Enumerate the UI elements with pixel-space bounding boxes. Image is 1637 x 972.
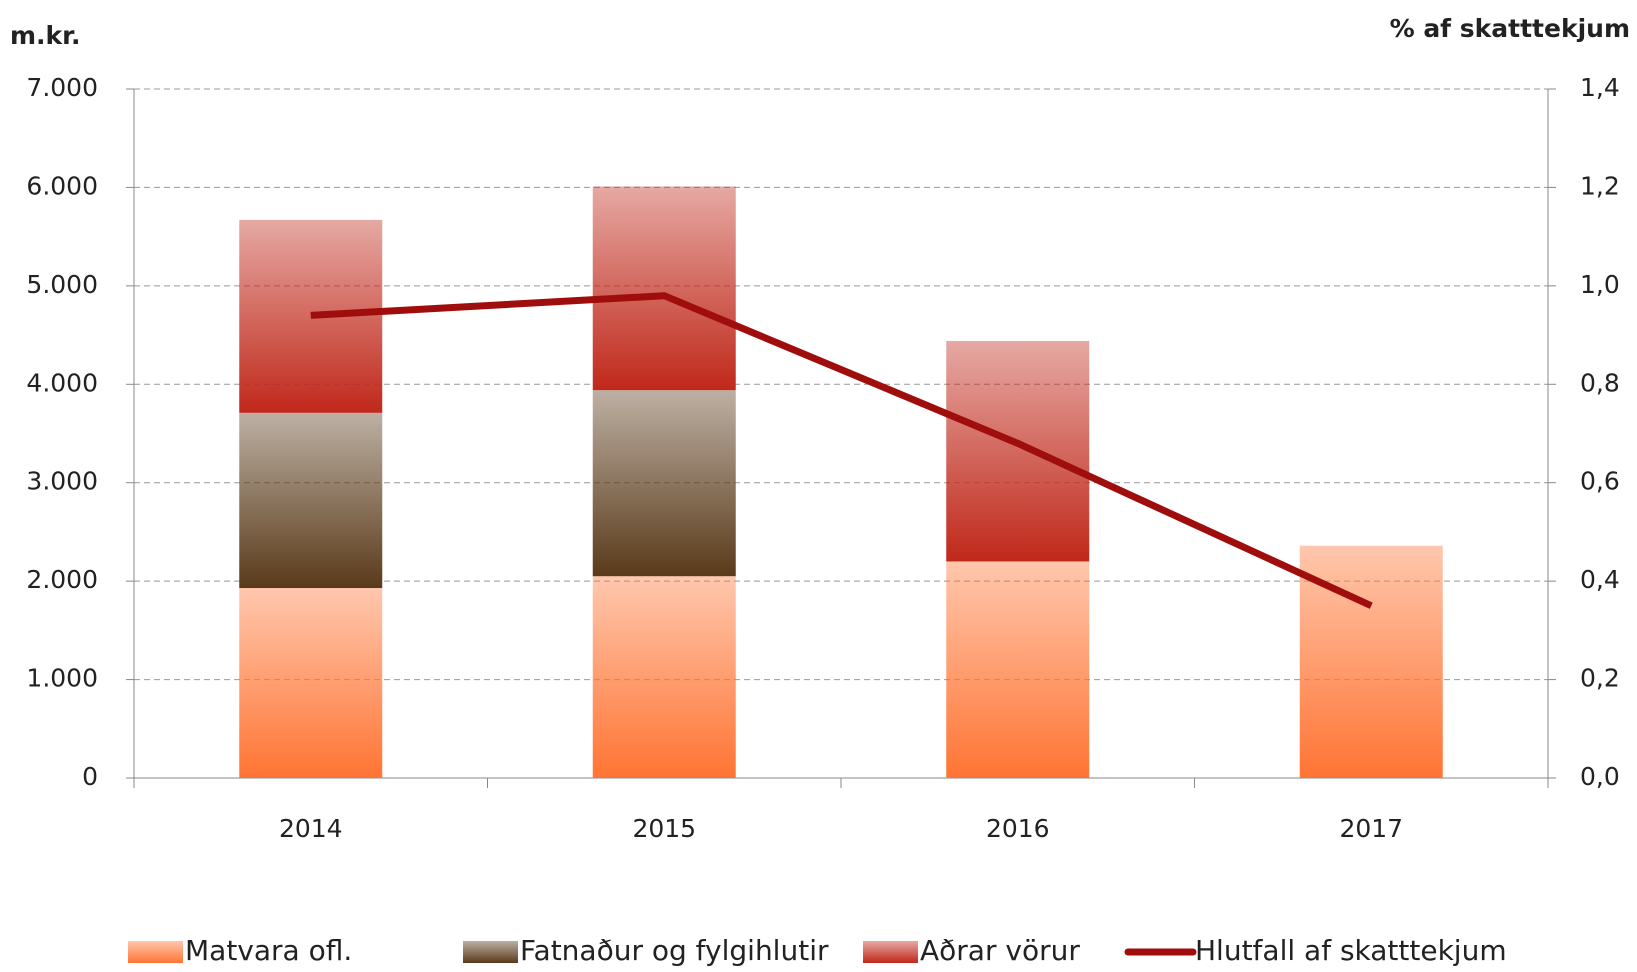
y2-tick-label: 0,8 <box>1580 368 1620 397</box>
y2-tick-label: 1,4 <box>1580 73 1620 102</box>
legend-label: Hlutfall af skatttekjum <box>1195 934 1507 967</box>
bar-segment <box>592 186 736 391</box>
y2-tick-label: 0,4 <box>1580 565 1620 594</box>
legend-label: Aðrar vörur <box>920 934 1080 967</box>
y2-tick-label: 0,6 <box>1580 467 1620 496</box>
bar-segment <box>592 390 736 577</box>
bar-segment <box>946 561 1090 778</box>
y-axis-label: m.kr. <box>10 21 80 50</box>
x-tick-label: 2016 <box>986 814 1050 843</box>
line-series <box>310 292 1373 609</box>
y2-axis-label: % af skatttekjum <box>1390 14 1630 43</box>
bar-segment <box>239 412 383 589</box>
y-tick-label: 1.000 <box>26 664 98 693</box>
y2-tick-label: 0,0 <box>1580 762 1620 791</box>
bar-segment <box>946 340 1090 562</box>
bar-segment <box>239 219 383 413</box>
x-tick-label: 2017 <box>1339 814 1403 843</box>
bar-segment <box>239 588 383 778</box>
legend-swatch <box>128 941 183 963</box>
y-tick-label: 3.000 <box>26 467 98 496</box>
y-tick-label: 4.000 <box>26 368 98 397</box>
legend-label: Matvara ofl. <box>185 934 352 967</box>
y2-tick-label: 0,2 <box>1580 664 1620 693</box>
y-tick-label: 0 <box>82 762 98 791</box>
y-tick-label: 6.000 <box>26 171 98 200</box>
y-tick-label: 5.000 <box>26 270 98 299</box>
legend-label: Fatnaður og fylgihlutir <box>520 934 829 967</box>
y2-tick-label: 1,2 <box>1580 171 1620 200</box>
y2-tick-label: 1,0 <box>1580 270 1620 299</box>
bar-segment <box>592 576 736 778</box>
y-tick-label: 2.000 <box>26 565 98 594</box>
x-tick-label: 2015 <box>632 814 696 843</box>
legend-swatch <box>463 941 518 963</box>
legend-swatch <box>863 941 918 963</box>
x-tick-label: 2014 <box>279 814 343 843</box>
y-tick-label: 7.000 <box>26 73 98 102</box>
